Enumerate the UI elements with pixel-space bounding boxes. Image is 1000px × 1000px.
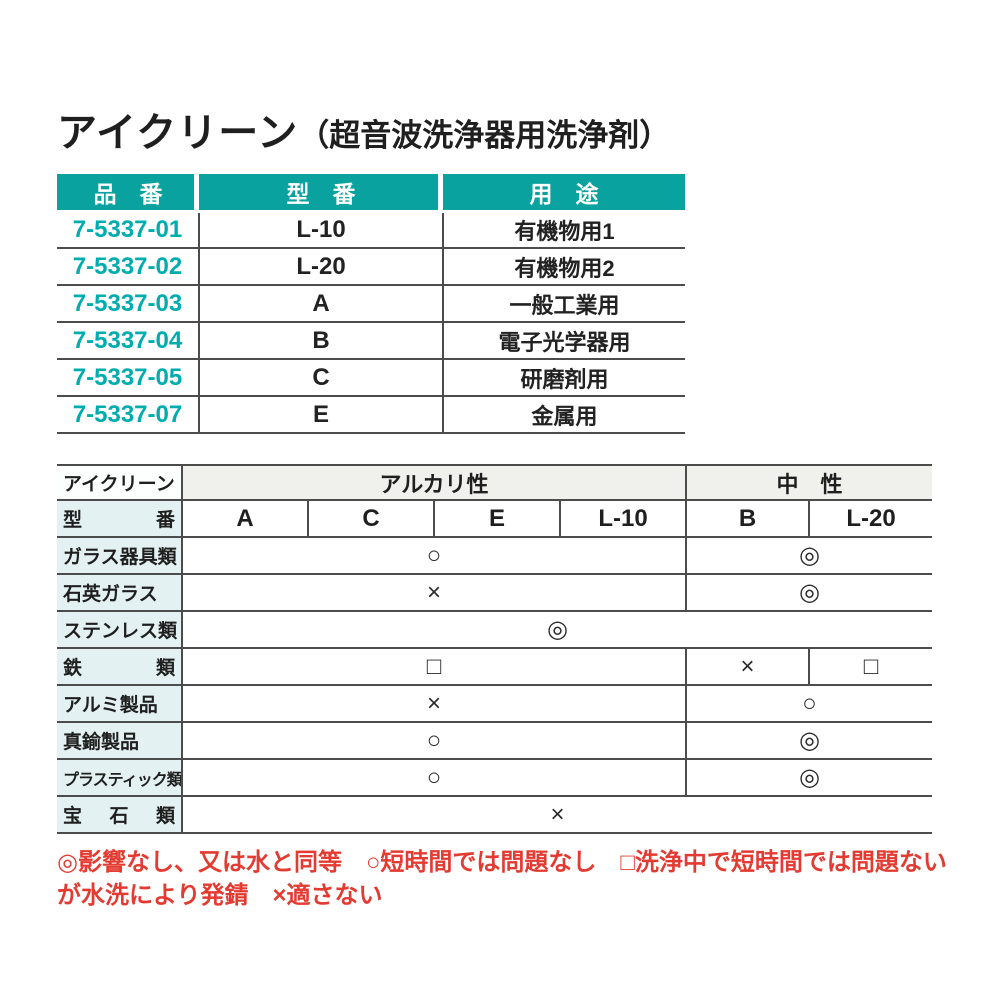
rating-cell-b: × xyxy=(686,648,810,686)
model-header-l10: L-10 xyxy=(560,500,687,538)
use-cell: 電子光学器用 xyxy=(443,322,685,360)
model-cell: A xyxy=(199,285,444,323)
model-cell: C xyxy=(199,359,444,397)
material-row: 鉄類 □ × □ xyxy=(57,648,933,686)
material-label: アルミ製品 xyxy=(57,685,183,723)
material-label: ステンレス類 xyxy=(57,611,183,649)
page-title: アイクリーン （超音波洗浄器用洗浄剤） xyxy=(57,100,1000,158)
group-header-alkaline: アルカリ性 xyxy=(182,465,687,501)
symbol-legend: ◎影響なし、又は水と同等 ○短時間では問題なし □洗浄中で短時間では問題ない が… xyxy=(57,846,1000,912)
use-cell: 一般工業用 xyxy=(443,285,685,323)
rating-cell-l20: □ xyxy=(809,648,933,686)
material-row: アルミ製品 × ○ xyxy=(57,685,933,723)
product-name: アイクリーン xyxy=(57,111,299,155)
material-row: ステンレス類 ◎ xyxy=(57,611,933,649)
header-product-code: 品 番 xyxy=(57,174,199,213)
alkaline-rating-cell: ○ xyxy=(182,759,687,797)
neutral-rating-cell: ◎ xyxy=(686,759,933,797)
model-header-l20: L-20 xyxy=(809,500,933,538)
group-header-neutral: 中 性 xyxy=(686,465,933,501)
material-label: プラスティック類 xyxy=(57,759,183,797)
product-name-suffix: （超音波洗浄器用洗浄剤） xyxy=(298,118,671,153)
group-header-row: アイクリーン アルカリ性 中 性 xyxy=(57,465,933,501)
neutral-rating-cell: ○ xyxy=(686,685,933,723)
header-model: 型 番 xyxy=(199,174,443,213)
product-code-cell: 7-5337-05 xyxy=(57,359,200,397)
product-row: 7-5337-01 L-10 有機物用1 xyxy=(57,211,685,249)
material-label: 石英ガラス xyxy=(57,574,183,612)
material-label: 鉄類 xyxy=(57,648,183,686)
product-code-cell: 7-5337-02 xyxy=(57,248,200,286)
material-row: 真鍮製品 ○ ◎ xyxy=(57,722,933,760)
product-table-header-row: 品 番 型 番 用 途 xyxy=(57,174,685,213)
model-header-e: E xyxy=(434,500,561,538)
model-header-a: A xyxy=(182,500,309,538)
product-row: 7-5337-04 B 電子光学器用 xyxy=(57,322,685,360)
model-cell: E xyxy=(199,396,444,434)
product-code-cell: 7-5337-07 xyxy=(57,396,200,434)
product-code-cell: 7-5337-03 xyxy=(57,285,200,323)
alkaline-rating-cell: □ xyxy=(182,648,687,686)
alkaline-rating-cell: ○ xyxy=(182,722,687,760)
compatibility-table: アイクリーン アルカリ性 中 性 型番 A C E L-10 B L-20 ガラ… xyxy=(57,464,933,834)
alkaline-rating-cell: × xyxy=(182,685,687,723)
neutral-rating-cell: ◎ xyxy=(686,722,933,760)
model-header-c: C xyxy=(308,500,435,538)
product-row: 7-5337-05 C 研磨剤用 xyxy=(57,359,685,397)
product-row: 7-5337-03 A 一般工業用 xyxy=(57,285,685,323)
product-table: 品 番 型 番 用 途 7-5337-01 L-10 有機物用1 7-5337-… xyxy=(57,174,685,434)
use-cell: 有機物用1 xyxy=(443,211,685,249)
material-label: ガラス器具類 xyxy=(57,537,183,575)
use-cell: 金属用 xyxy=(443,396,685,434)
all-rating-cell: × xyxy=(182,796,933,834)
header-use: 用 途 xyxy=(443,174,685,213)
legend-line: が水洗により発錆 ×適さない xyxy=(57,882,383,909)
model-row-label: 型番 xyxy=(57,500,183,538)
neutral-rating-cell: ◎ xyxy=(686,574,933,612)
model-cell: L-10 xyxy=(199,211,444,249)
legend-line: ◎影響なし、又は水と同等 ○短時間では問題なし □洗浄中で短時間では問題ない xyxy=(57,849,947,876)
use-cell: 有機物用2 xyxy=(443,248,685,286)
model-cell: L-20 xyxy=(199,248,444,286)
use-cell: 研磨剤用 xyxy=(443,359,685,397)
material-row: ガラス器具類 ○ ◎ xyxy=(57,537,933,575)
model-cell: B xyxy=(199,322,444,360)
product-row: 7-5337-07 E 金属用 xyxy=(57,396,685,434)
neutral-rating-cell: ◎ xyxy=(686,537,933,575)
model-header-row: 型番 A C E L-10 B L-20 xyxy=(57,500,933,538)
catalog-page: アイクリーン （超音波洗浄器用洗浄剤） 品 番 型 番 用 途 7-5337-01… xyxy=(57,100,1000,912)
alkaline-rating-cell: ○ xyxy=(182,537,687,575)
model-header-b: B xyxy=(686,500,810,538)
product-code-cell: 7-5337-01 xyxy=(57,211,200,249)
alkaline-rating-cell: × xyxy=(182,574,687,612)
corner-cell: アイクリーン xyxy=(57,465,183,501)
material-label: 宝石類 xyxy=(57,796,183,834)
material-row: 宝石類 × xyxy=(57,796,933,834)
material-row: プラスティック類 ○ ◎ xyxy=(57,759,933,797)
product-row: 7-5337-02 L-20 有機物用2 xyxy=(57,248,685,286)
product-code-cell: 7-5337-04 xyxy=(57,322,200,360)
material-row: 石英ガラス × ◎ xyxy=(57,574,933,612)
all-rating-cell: ◎ xyxy=(182,611,933,649)
material-label: 真鍮製品 xyxy=(57,722,183,760)
